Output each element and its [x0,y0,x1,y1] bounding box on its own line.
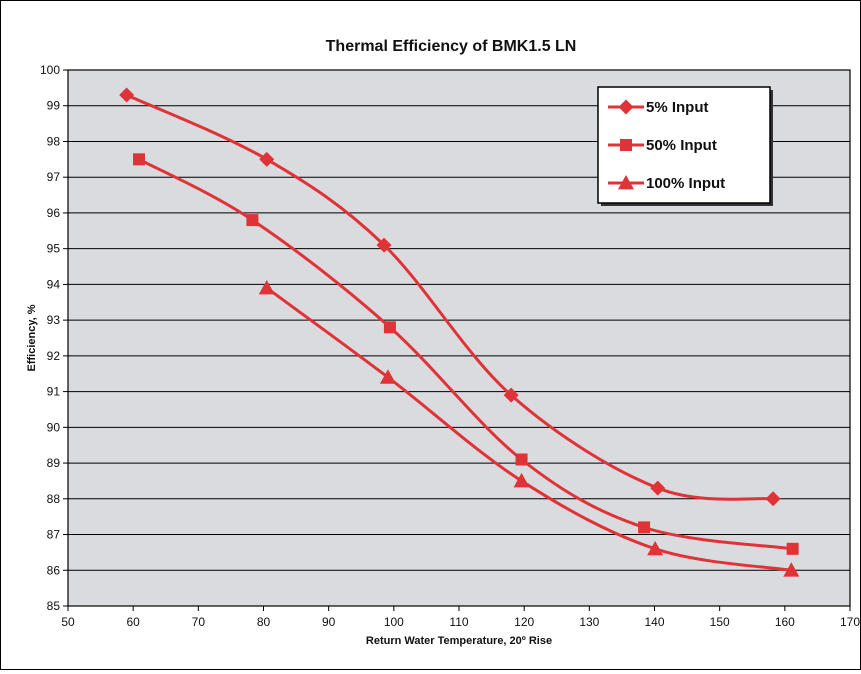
data-point [638,521,651,534]
data-point [259,151,275,167]
y-tick-label: 92 [47,349,61,363]
x-tick-label: 90 [322,615,336,629]
y-tick-label: 86 [47,563,61,577]
data-point [503,387,519,403]
data-point [515,453,528,466]
legend-label: 100% Input [646,175,725,192]
series-3 [258,279,800,577]
legend-item: 5% Input [608,99,709,116]
data-point [379,369,396,384]
x-tick-label: 110 [449,615,468,629]
x-tick-label: 140 [644,615,664,629]
series-1 [119,87,781,507]
x-tick-label: 120 [514,615,534,629]
y-tick-label: 88 [47,492,61,506]
series-layer [119,87,800,577]
data-point [246,214,259,227]
y-tick-label: 90 [47,420,61,434]
data-point [765,491,781,507]
plot-border [67,69,851,607]
series-2 [133,153,799,555]
legend-item: 100% Input [608,175,725,192]
data-point [783,562,800,577]
x-axis-ticks: 50 60 70 80 90 100 110 120 130 140 150 160 170 [61,606,860,629]
y-tick-label: 93 [47,313,61,327]
legend-label: 50% Input [646,137,717,154]
y-tick-label: 91 [47,385,61,399]
legend-marker [618,99,634,115]
x-tick-label: 80 [257,615,271,629]
data-point [383,321,396,334]
y-tick-label: 98 [47,134,61,148]
gridlines [68,69,850,607]
data-point [786,542,799,555]
y-tick-label: 99 [47,99,61,113]
y-tick-label: 100 [40,63,60,77]
y-axis-ticks: 85 86 87 88 89 90 91 92 93 94 95 96 97 98 99 100 [40,63,68,613]
y-tick-label: 95 [47,242,61,256]
y-tick-label: 85 [47,599,61,613]
data-point [133,153,146,166]
y-tick-label: 94 [47,277,61,291]
data-point [258,279,275,295]
y-axis-label: Efficiency, % [26,304,38,371]
data-point [376,237,392,253]
y-tick-label: 96 [47,206,61,220]
x-axis-label: Return Water Temperature, 20º Rise [366,635,552,647]
x-tick-label: 160 [775,615,795,629]
data-point [119,87,135,103]
data-point [647,540,664,556]
data-point [513,472,530,488]
legend-marker [618,175,634,190]
y-tick-label: 89 [47,456,61,470]
legend: 5% Input 50% Input 100% Input [597,86,773,206]
x-tick-label: 130 [579,615,599,629]
x-tick-label: 150 [710,615,730,629]
x-tick-label: 100 [384,615,404,629]
x-tick-label: 50 [61,615,75,629]
y-tick-label: 87 [47,528,61,542]
legend-marker [620,139,632,151]
x-tick-label: 60 [126,615,140,629]
y-tick-label: 97 [47,170,61,184]
x-tick-label: 70 [192,615,206,629]
legend-label: 5% Input [646,99,709,116]
data-point [650,480,666,496]
chart-title: Thermal Efficiency of BMK1.5 LN [326,38,577,55]
legend-item: 50% Input [608,137,717,154]
x-tick-label: 170 [840,615,860,629]
